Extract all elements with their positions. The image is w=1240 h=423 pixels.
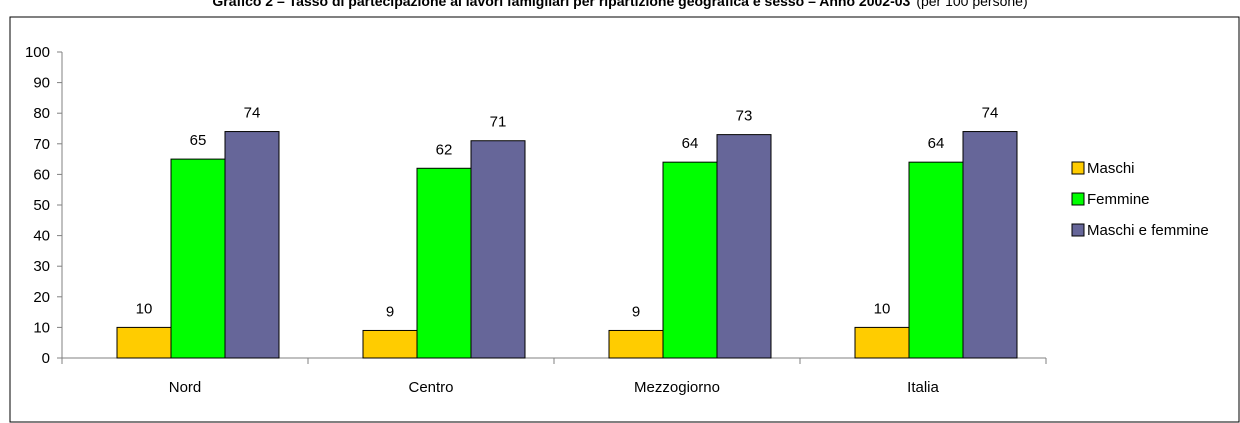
y-tick-label: 0	[42, 350, 50, 367]
data-label: 64	[682, 135, 699, 152]
axes: 0 10 20 30 40 50 60 70 80 90 100 Nord Centro Mezzogio…	[25, 44, 1047, 396]
legend-label: Femmine	[1087, 191, 1150, 208]
legend-label: Maschi	[1087, 160, 1135, 177]
y-tick-label: 20	[33, 289, 50, 306]
data-label: 10	[874, 300, 891, 317]
bar	[362, 329, 418, 359]
bar	[908, 161, 964, 359]
y-tick-label: 60	[33, 166, 50, 183]
legend-swatch	[1071, 192, 1085, 206]
bar	[962, 131, 1018, 359]
chart-title-bold: Grafico 2 – Tasso di partecipazione ai l…	[212, 0, 910, 9]
data-label: 9	[632, 303, 640, 320]
data-label: 74	[982, 105, 999, 122]
bar	[416, 167, 472, 359]
bar	[854, 326, 910, 359]
y-tick-label: 100	[25, 44, 50, 61]
data-label: 65	[190, 132, 207, 149]
bar	[608, 329, 664, 359]
data-label: 71	[490, 114, 507, 131]
chart-frame	[9, 16, 1240, 423]
bar	[716, 134, 772, 359]
y-tick-label: 10	[33, 319, 50, 336]
data-label: 10	[136, 300, 153, 317]
data-label: 64	[928, 135, 945, 152]
chart-title-unit: (per 100 persone)	[916, 0, 1027, 9]
y-tick-label: 50	[33, 197, 50, 214]
bar	[116, 326, 172, 359]
y-tick-label: 70	[33, 136, 50, 153]
bar	[170, 158, 226, 359]
data-labels: 10 9 9 10 65 62 64 64 74 71 73 74	[136, 105, 999, 321]
bar	[662, 161, 718, 359]
bar	[470, 140, 526, 359]
x-tick-label: Italia	[907, 379, 939, 396]
y-tick-label: 90	[33, 75, 50, 92]
bar	[224, 131, 280, 359]
x-tick-label: Centro	[408, 379, 453, 396]
y-tick-label: 40	[33, 228, 50, 245]
legend-label: Maschi e femmine	[1087, 222, 1209, 239]
y-tick-label: 80	[33, 105, 50, 122]
data-label: 62	[436, 141, 453, 158]
data-label: 73	[736, 108, 753, 125]
legend: Maschi Femmine Maschi e femmine	[1071, 160, 1209, 239]
legend-swatch	[1071, 223, 1085, 237]
bars	[116, 131, 1018, 359]
data-label: 9	[386, 303, 394, 320]
chart-title: Grafico 2 – Tasso di partecipazione ai l…	[212, 0, 1027, 9]
y-tick-label: 30	[33, 258, 50, 275]
data-label: 74	[244, 105, 261, 122]
x-tick-label: Nord	[169, 379, 202, 396]
legend-swatch	[1071, 161, 1085, 175]
x-tick-label: Mezzogiorno	[634, 379, 720, 396]
